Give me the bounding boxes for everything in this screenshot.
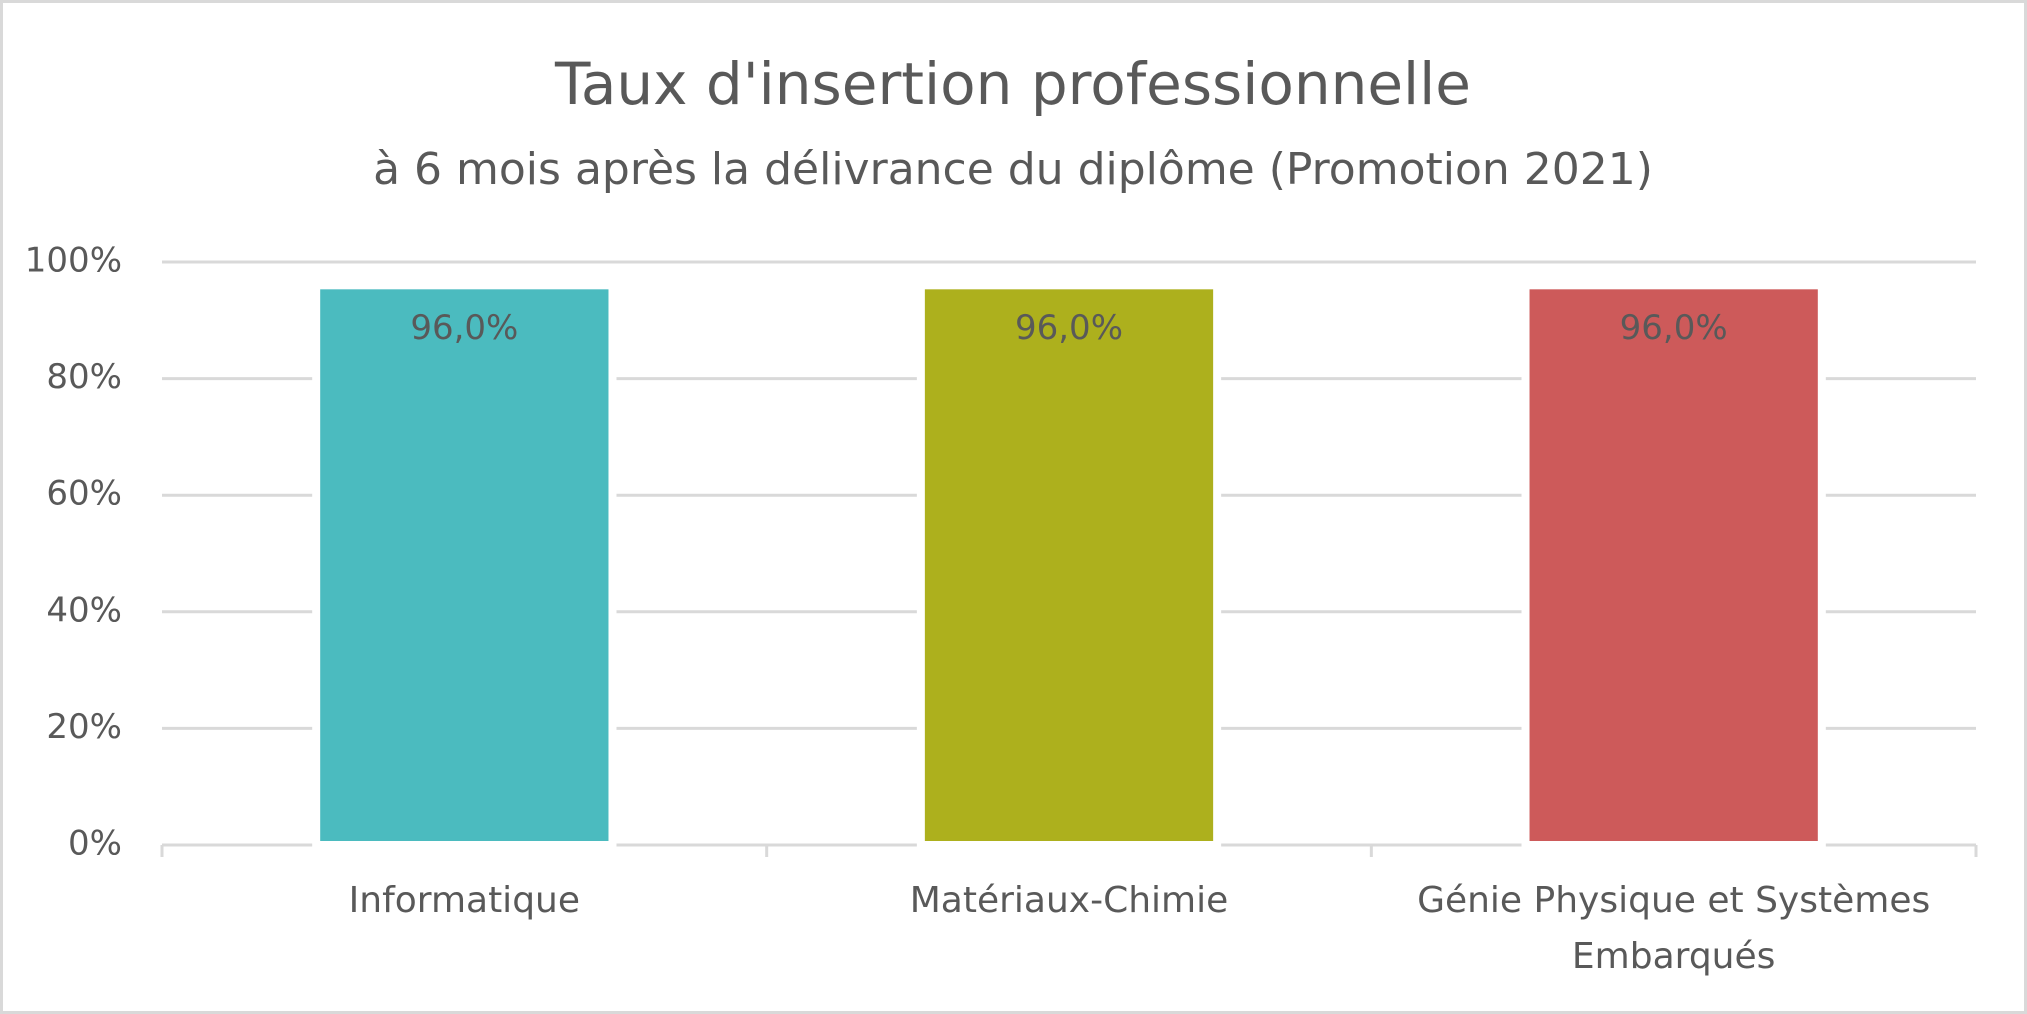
bar (916, 281, 1222, 849)
chart-subtitle: à 6 mois après la délivrance du diplôme … (373, 144, 1653, 195)
y-tick-label: 100% (25, 241, 122, 281)
y-tick-label: 40% (46, 590, 122, 630)
y-tick-label: 20% (46, 707, 122, 747)
x-tick-label: Informatique (348, 880, 581, 921)
data-label: 96,0% (410, 308, 518, 348)
data-label: 96,0% (1620, 308, 1728, 348)
x-tick-label: Matériaux-Chimie (909, 880, 1229, 921)
x-tick-label: Génie Physique et Systèmes Embarqués (1417, 880, 1931, 977)
y-tick-label: 0% (68, 824, 122, 864)
y-tick-label: 60% (46, 474, 122, 514)
bar (1521, 281, 1826, 849)
bar (312, 281, 617, 849)
data-label: 96,0% (1015, 308, 1123, 348)
y-tick-label: 80% (46, 357, 122, 397)
chart-title: Taux d'insertion professionnelle (554, 50, 1471, 118)
